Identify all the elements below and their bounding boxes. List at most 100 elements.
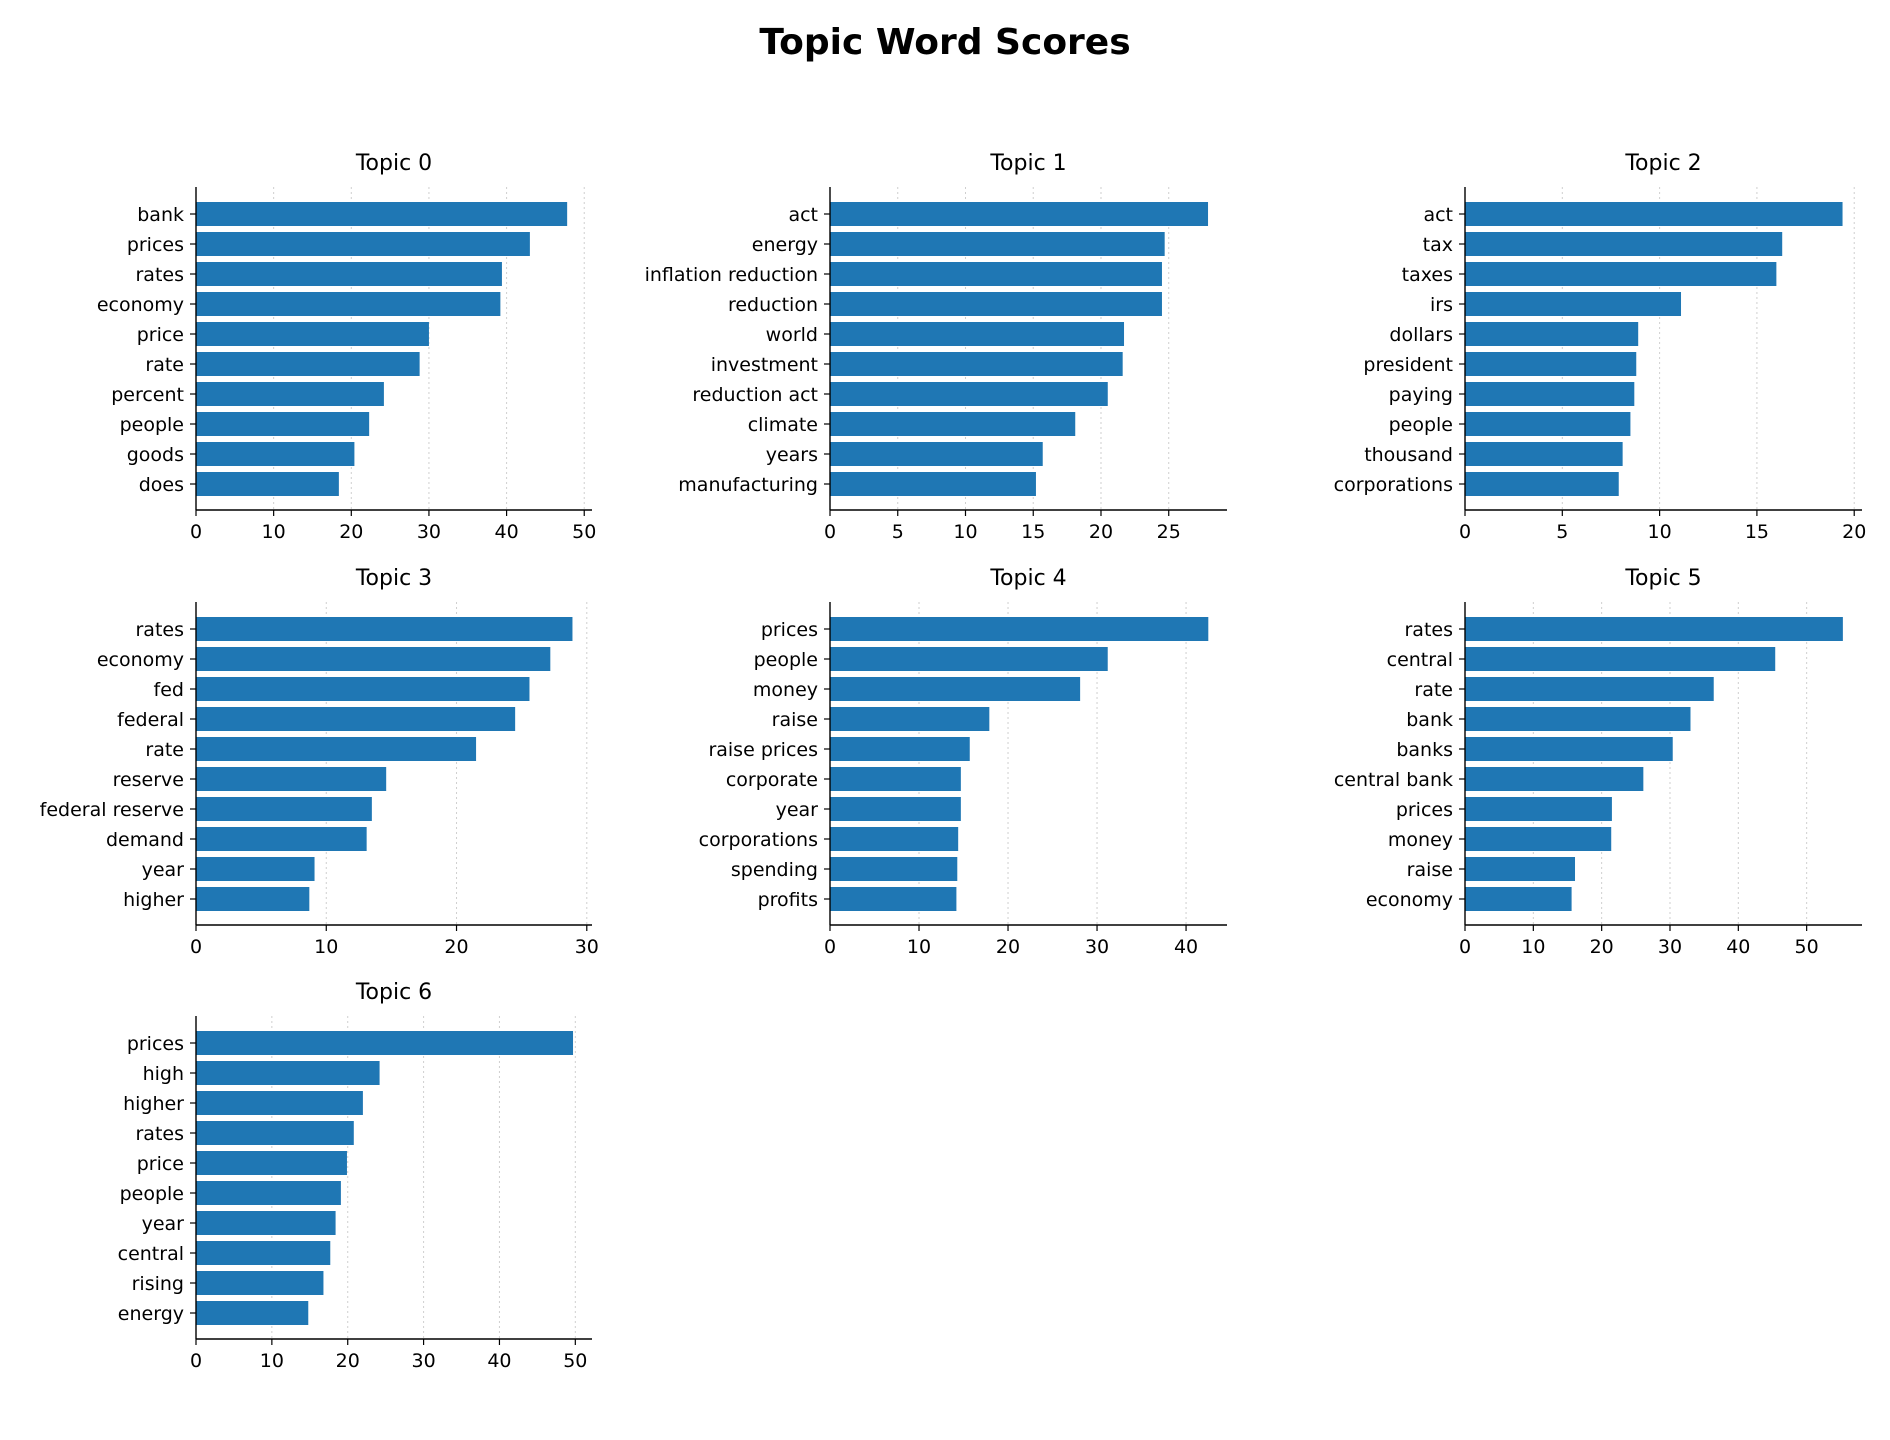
- ytick-label-topic5-3: bank: [1406, 709, 1453, 731]
- bar-topic1-1: [830, 232, 1165, 256]
- ytick-label-topic4-3: raise: [772, 709, 818, 731]
- bar-topic2-2: [1465, 262, 1777, 286]
- bar-topic6-2: [196, 1091, 363, 1115]
- ytick-label-topic4-8: spending: [731, 859, 818, 881]
- bar-topic4-3: [830, 707, 990, 731]
- ytick-label-topic0-2: rates: [136, 264, 185, 286]
- xtick-label-topic0-2: 20: [339, 521, 363, 543]
- bar-topic2-7: [1465, 412, 1631, 436]
- ytick-label-topic2-0: act: [1423, 204, 1453, 226]
- xtick-label-topic0-1: 10: [262, 521, 286, 543]
- xtick-label-topic1-1: 5: [892, 521, 904, 543]
- ytick-label-topic2-9: corporations: [1334, 474, 1453, 496]
- ytick-label-topic2-8: thousand: [1364, 444, 1453, 466]
- bar-topic3-0: [196, 617, 573, 641]
- bar-topic4-1: [830, 647, 1108, 671]
- bar-topic1-8: [830, 442, 1043, 466]
- bar-topic3-8: [196, 857, 315, 881]
- bar-topic3-6: [196, 797, 372, 821]
- bar-topic6-8: [196, 1271, 324, 1295]
- bar-topic2-5: [1465, 352, 1637, 376]
- bar-topic2-8: [1465, 442, 1623, 466]
- xtick-label-topic2-1: 5: [1556, 521, 1568, 543]
- xtick-label-topic5-3: 30: [1658, 936, 1682, 958]
- xtick-label-topic1-2: 10: [953, 521, 977, 543]
- ytick-label-topic1-9: manufacturing: [678, 474, 818, 496]
- xtick-label-topic3-1: 10: [314, 936, 338, 958]
- ytick-label-topic2-1: tax: [1423, 234, 1453, 256]
- ytick-label-topic2-7: people: [1389, 414, 1453, 436]
- bar-topic0-8: [196, 442, 355, 466]
- bar-topic1-3: [830, 292, 1162, 316]
- xtick-label-topic4-4: 40: [1174, 936, 1198, 958]
- bar-topic2-0: [1465, 202, 1843, 226]
- ytick-label-topic1-7: climate: [748, 414, 818, 436]
- panel-title-topic6: Topic 6: [355, 980, 432, 1005]
- xtick-label-topic4-2: 20: [996, 936, 1020, 958]
- panel-title-topic2: Topic 2: [1624, 151, 1701, 176]
- xtick-label-topic6-4: 40: [487, 1350, 511, 1372]
- bar-topic5-5: [1465, 767, 1644, 791]
- xtick-label-topic6-2: 20: [336, 1350, 360, 1372]
- bar-topic0-2: [196, 262, 502, 286]
- xtick-label-topic6-3: 30: [411, 1350, 435, 1372]
- bar-topic5-2: [1465, 677, 1714, 701]
- ytick-label-topic3-5: reserve: [113, 769, 184, 791]
- panel-title-topic0: Topic 0: [355, 151, 432, 176]
- bar-topic4-2: [830, 677, 1081, 701]
- panel-title-topic5: Topic 5: [1624, 566, 1701, 591]
- ytick-label-topic5-4: banks: [1396, 739, 1453, 761]
- ytick-label-topic0-0: bank: [137, 204, 184, 226]
- bar-topic5-0: [1465, 617, 1843, 641]
- bar-topic1-9: [830, 472, 1036, 496]
- bar-topic4-0: [830, 617, 1209, 641]
- bar-topic3-2: [196, 677, 530, 701]
- ytick-label-topic0-3: economy: [97, 294, 184, 316]
- bar-topic6-9: [196, 1301, 309, 1325]
- ytick-label-topic6-3: rates: [136, 1123, 185, 1145]
- xtick-label-topic5-0: 0: [1459, 936, 1471, 958]
- bar-topic6-7: [196, 1241, 331, 1265]
- bar-topic6-3: [196, 1121, 354, 1145]
- ytick-label-topic3-3: federal: [117, 709, 184, 731]
- bar-topic1-4: [830, 322, 1125, 346]
- ytick-label-topic2-5: president: [1363, 354, 1453, 376]
- ytick-label-topic6-1: high: [143, 1063, 184, 1085]
- ytick-label-topic4-4: raise prices: [708, 739, 818, 761]
- xtick-label-topic4-3: 30: [1085, 936, 1109, 958]
- xtick-label-topic3-3: 30: [575, 936, 599, 958]
- ytick-label-topic3-4: rate: [145, 739, 184, 761]
- ytick-label-topic1-3: reduction: [728, 294, 818, 316]
- ytick-label-topic0-5: rate: [145, 354, 184, 376]
- ytick-label-topic1-5: investment: [711, 354, 818, 376]
- ytick-label-topic4-0: prices: [761, 619, 818, 641]
- ytick-label-topic1-8: years: [766, 444, 818, 466]
- panel-title-topic4: Topic 4: [989, 566, 1066, 591]
- bar-topic3-7: [196, 827, 367, 851]
- bar-topic0-7: [196, 412, 370, 436]
- ytick-label-topic3-8: year: [142, 859, 185, 881]
- ytick-label-topic1-6: reduction act: [692, 384, 818, 406]
- xtick-label-topic6-0: 0: [190, 1350, 202, 1372]
- ytick-label-topic5-7: money: [1388, 829, 1453, 851]
- ytick-label-topic4-2: money: [753, 679, 818, 701]
- ytick-label-topic4-9: profits: [758, 889, 818, 911]
- xtick-label-topic2-3: 15: [1745, 521, 1769, 543]
- ytick-label-topic3-1: economy: [97, 649, 184, 671]
- xtick-label-topic6-1: 10: [260, 1350, 284, 1372]
- bar-topic0-9: [196, 472, 339, 496]
- bar-topic2-6: [1465, 382, 1635, 406]
- bar-topic1-5: [830, 352, 1123, 376]
- figure-title: Topic Word Scores: [759, 22, 1131, 63]
- ytick-label-topic2-4: dollars: [1389, 324, 1453, 346]
- ytick-label-topic1-0: act: [788, 204, 818, 226]
- ytick-label-topic5-5: central bank: [1334, 769, 1453, 791]
- ytick-label-topic6-7: central: [118, 1243, 184, 1265]
- xtick-label-topic0-5: 50: [572, 521, 596, 543]
- ytick-label-topic0-7: people: [120, 414, 184, 436]
- bar-topic2-4: [1465, 322, 1639, 346]
- bar-topic5-7: [1465, 827, 1612, 851]
- bar-topic4-4: [830, 737, 970, 761]
- ytick-label-topic6-2: higher: [123, 1093, 184, 1115]
